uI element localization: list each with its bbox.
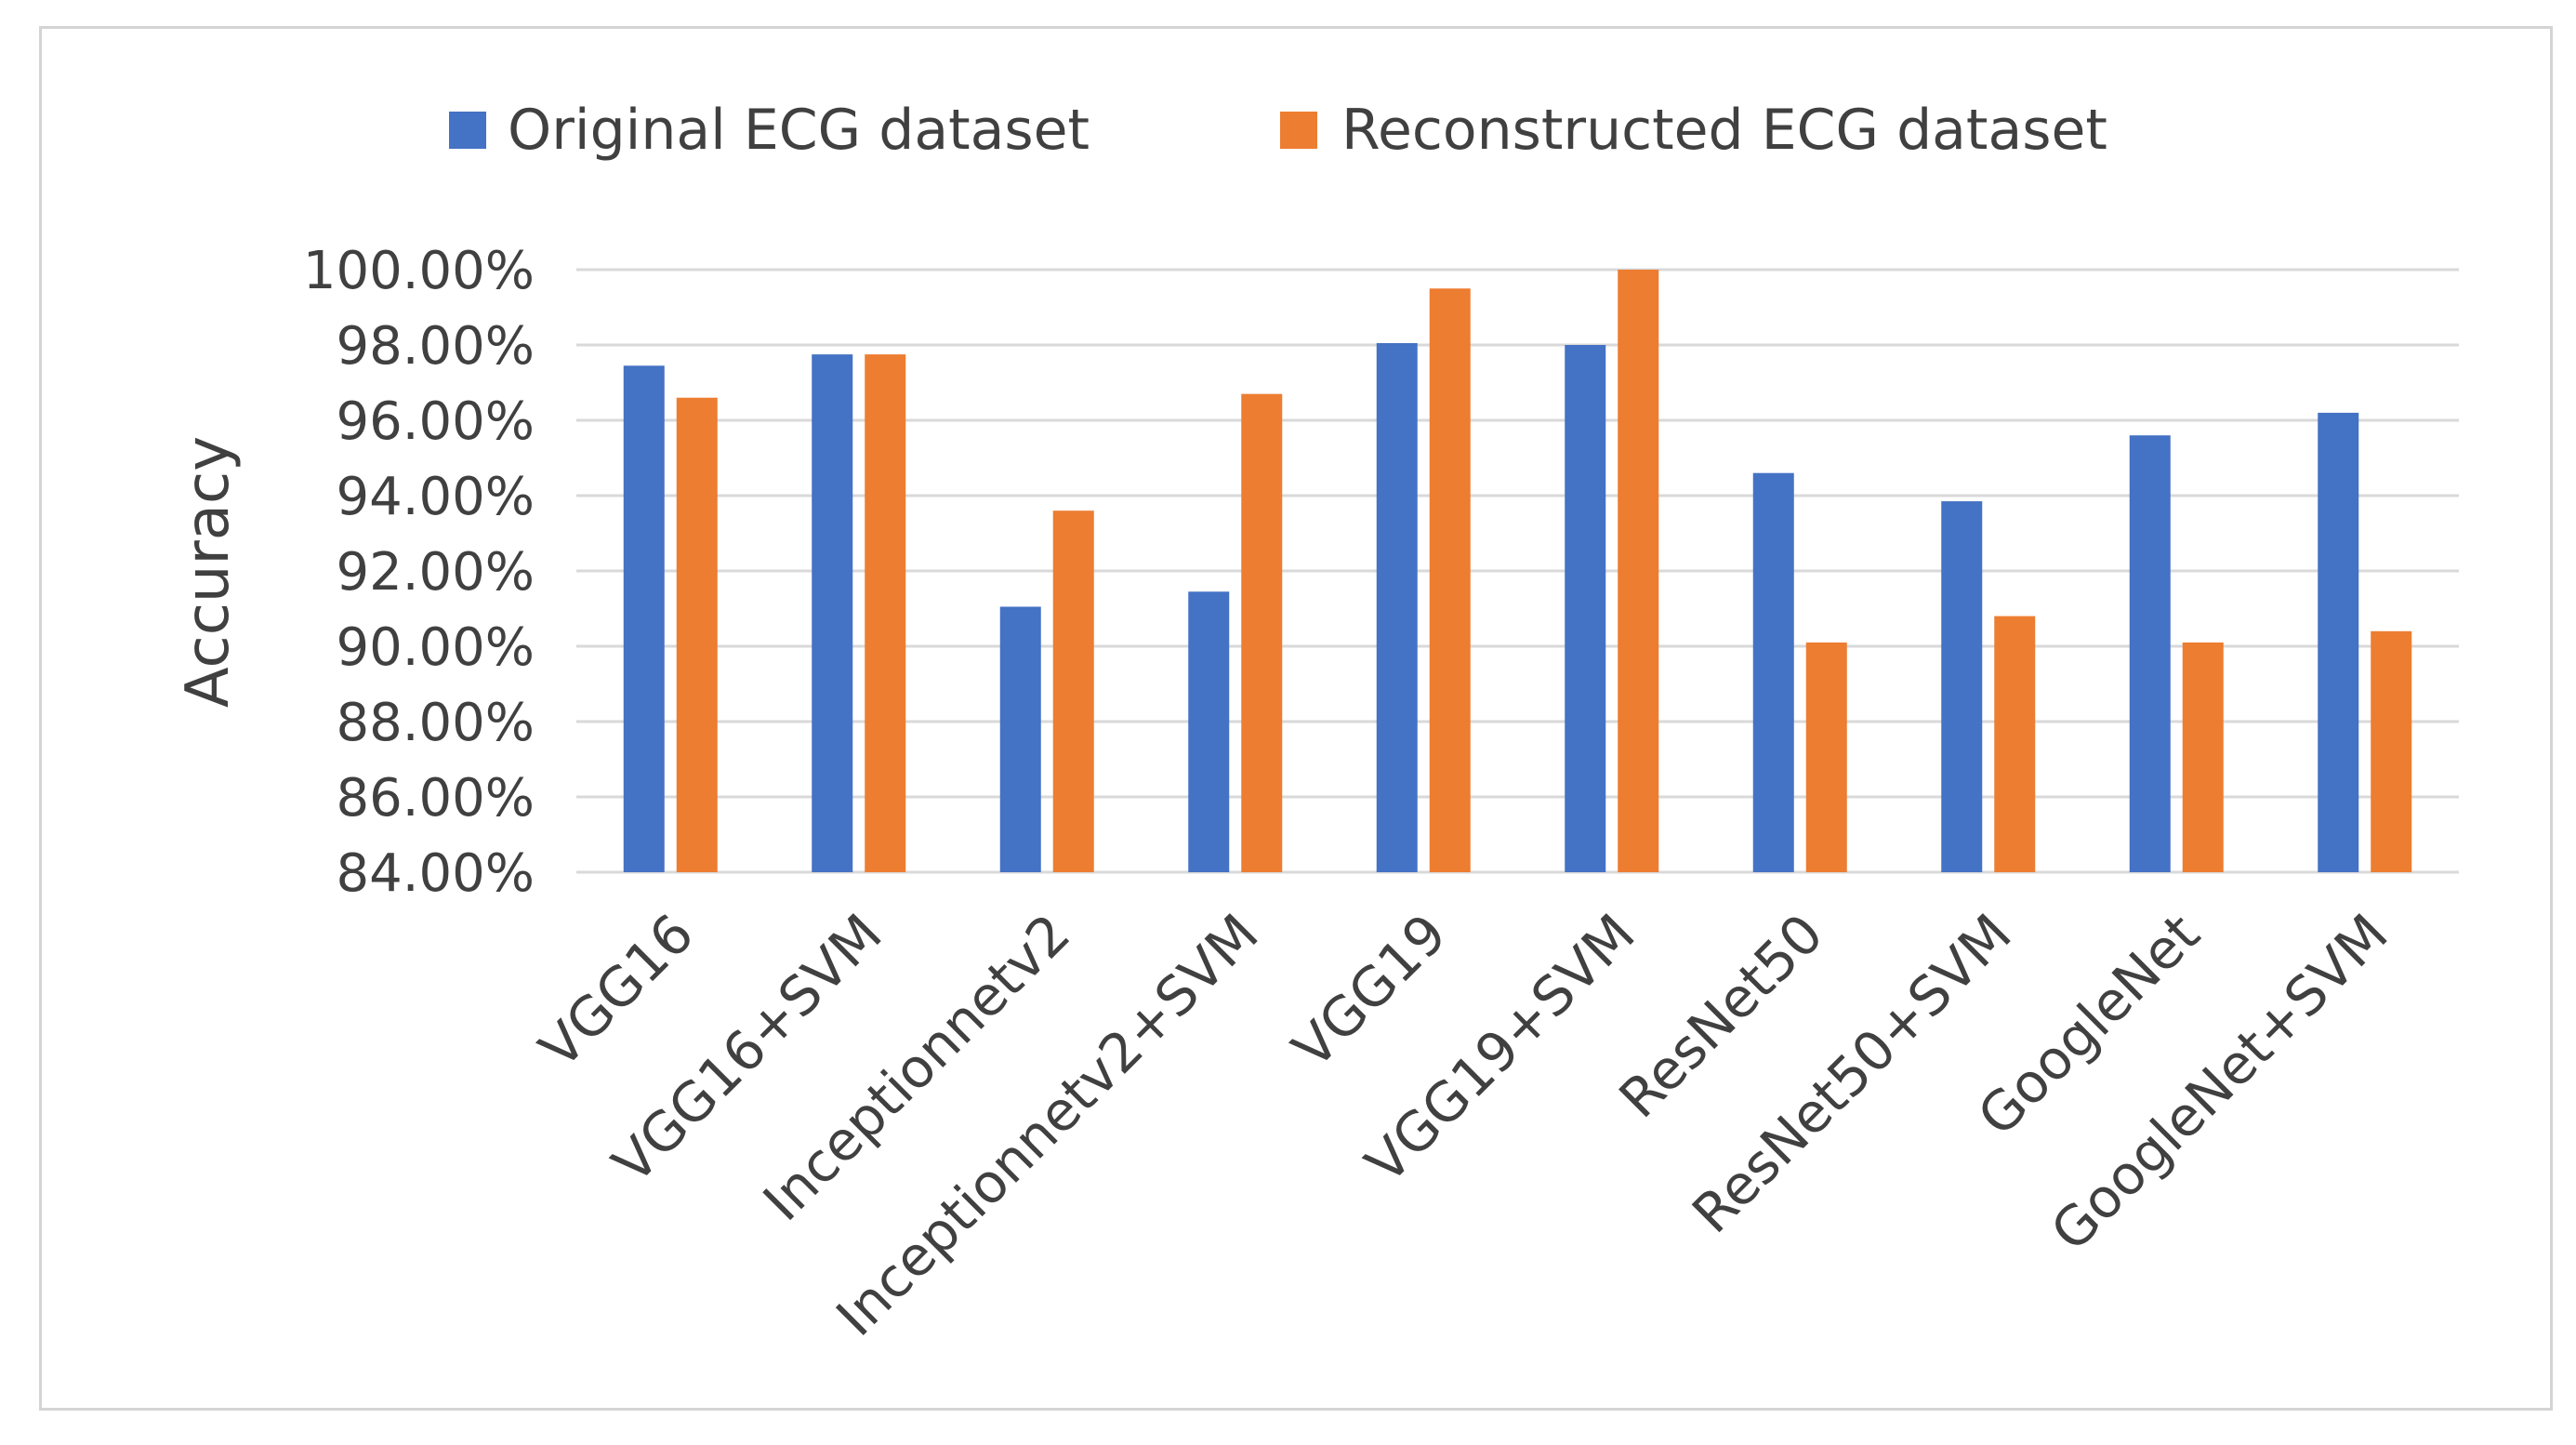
chart-frame xyxy=(39,26,2553,1411)
bar-original-vgg16 xyxy=(623,365,665,872)
bar-original-resnet50 xyxy=(1752,472,1794,872)
y-axis-ticks: 84.00% 86.00% 88.00% 90.00% 92.00% 94.00% 96.0… xyxy=(303,241,535,904)
legend: Original ECG dataset Reconstructed ECG d… xyxy=(449,98,2107,163)
bar-reconstructed-vgg19 xyxy=(1429,288,1471,872)
bar-original-vgg19-svm xyxy=(1565,345,1606,872)
legend-label-reconstructed: Reconstructed ECG dataset xyxy=(1341,98,2107,163)
bars xyxy=(623,270,2412,873)
bar-original-googlenet xyxy=(2129,435,2171,872)
bar-reconstructed-vgg16 xyxy=(676,397,718,872)
bar-original-resnet50-svm xyxy=(1941,501,1983,872)
legend-label-original: Original ECG dataset xyxy=(508,98,1090,163)
x-tick-label: ResNet50+SVM xyxy=(1680,902,2023,1245)
bar-original-inceptionnetv2-svm xyxy=(1188,591,1230,872)
y-tick-label: 100.00% xyxy=(303,241,535,301)
x-tick-label: VGG16 xyxy=(527,902,706,1080)
y-tick-label: 84.00% xyxy=(336,843,535,904)
bar-reconstructed-resnet50-svm xyxy=(1994,616,2036,872)
bar-reconstructed-resnet50 xyxy=(1805,642,1847,872)
y-tick-label: 86.00% xyxy=(336,768,535,829)
bar-reconstructed-googlenet xyxy=(2182,642,2224,872)
x-tick-label: VGG19 xyxy=(1280,902,1459,1080)
bar-reconstructed-inceptionnetv2 xyxy=(1052,510,1094,872)
bar-reconstructed-googlenet-svm xyxy=(2371,630,2412,872)
y-tick-label: 94.00% xyxy=(336,467,535,527)
bar-original-inceptionnetv2 xyxy=(999,606,1041,872)
bar-reconstructed-inceptionnetv2-svm xyxy=(1241,393,1283,872)
x-tick-label: GoogleNet+SVM xyxy=(2039,902,2400,1264)
x-axis-labels: VGG16VGG16+SVMInceptionnetv2Inceptionnet… xyxy=(527,902,2399,1348)
y-axis-title: Accuracy xyxy=(174,436,243,708)
bar-original-googlenet-svm xyxy=(2318,412,2359,872)
y-tick-label: 98.00% xyxy=(336,316,535,377)
bar-original-vgg19 xyxy=(1376,342,1418,873)
y-tick-label: 96.00% xyxy=(336,391,535,452)
bar-reconstructed-vgg19-svm xyxy=(1618,270,1659,872)
gridlines xyxy=(576,268,2459,874)
y-tick-label: 90.00% xyxy=(336,617,535,678)
bar-original-vgg16-svm xyxy=(812,354,853,872)
legend-swatch-reconstructed xyxy=(1280,112,1317,149)
bar-reconstructed-vgg16-svm xyxy=(865,354,906,872)
y-tick-label: 92.00% xyxy=(336,542,535,603)
legend-swatch-original xyxy=(449,112,486,149)
y-tick-label: 88.00% xyxy=(336,693,535,753)
